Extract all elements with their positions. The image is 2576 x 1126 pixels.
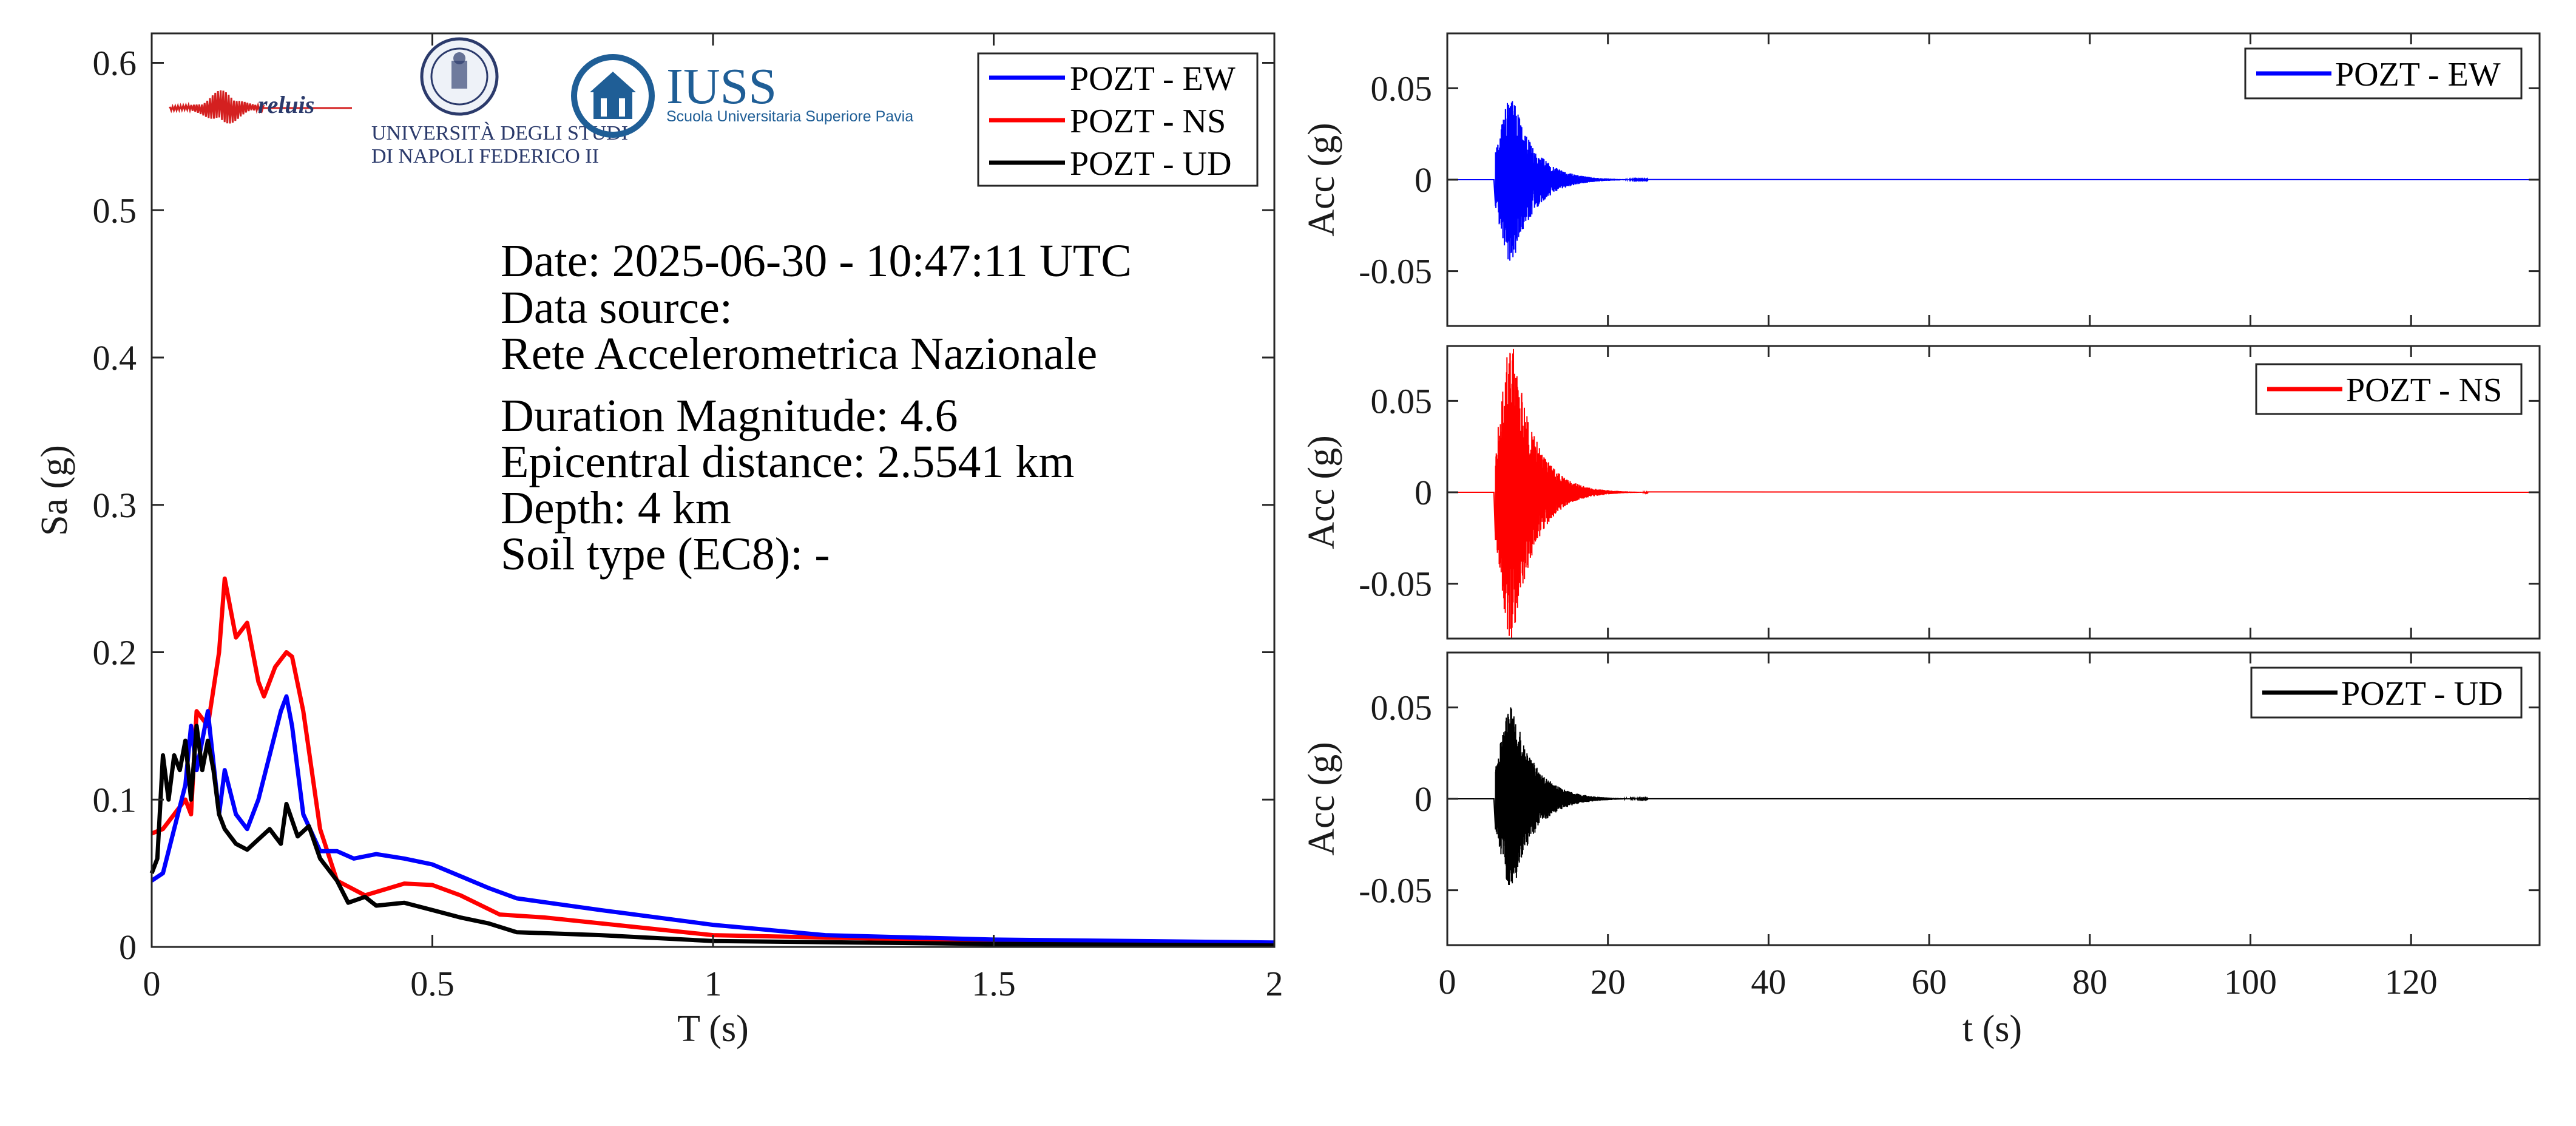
reluis-waveform-mark [169, 90, 352, 124]
legend-label-ns: POZT - NS [1070, 103, 1226, 140]
acc-y-tick-label: 0.05 [1371, 381, 1433, 421]
acc-trace-ns [1447, 348, 2540, 639]
acc-y-axis-label: Acc (g) [1301, 742, 1342, 856]
legend-label-ud: POZT - UD [1070, 145, 1232, 183]
reluis-logo: reluis [169, 90, 352, 124]
data-source-label: Data source: [501, 282, 732, 333]
legend-label-ew: POZT - EW [1070, 60, 1236, 98]
ew-legend-label: POZT - EW [2335, 56, 2501, 93]
acc-y-tick-label: 0 [1415, 160, 1432, 200]
acc-trace-ew [1447, 101, 2540, 261]
acc-x-tick-label: 60 [1912, 962, 1947, 1002]
spectrum-x-tick-label: 2 [1266, 964, 1283, 1003]
spectrum-x-axis-label: T (s) [677, 1008, 749, 1050]
spectrum-chart: 0 0.5 1 1.5 2 0 0.1 0.2 0.3 0.4 0.5 0.6 T (s) Sa (g… [34, 32, 1283, 1050]
acc-panel-ud: -0.05 0 0.05 0 20 40 60 80 100 120 Acc (g) [1301, 651, 2541, 1002]
spectrum-series-group [149, 576, 1275, 948]
unina-logo-line2: DI NAPOLI FEDERICO II [371, 145, 599, 168]
ew-panel-legend: POZT - EW [2244, 47, 2523, 100]
acc-y-tick-label: 0 [1415, 473, 1432, 512]
ud-legend-label: POZT - UD [2341, 675, 2503, 713]
acc-y-tick-label: 0.05 [1371, 688, 1433, 727]
spectrum-x-tick-label: 0 [143, 964, 161, 1003]
spectrum-y-tick-label: 0 [119, 928, 137, 967]
unina-logo: UNIVERSITÀ DEGLI STUDI DI NAPOLI FEDERIC… [371, 37, 628, 168]
time-x-axis-label: t (s) [1962, 1008, 2022, 1050]
spectrum-y-tick-label: 0.3 [93, 486, 137, 525]
acc-x-tick-label: 40 [1751, 962, 1786, 1002]
spectrum-y-tick-label: 0.2 [93, 633, 137, 673]
soil-type: Soil type (EC8): - [501, 529, 830, 580]
acc-y-tick-label: 0.05 [1371, 69, 1433, 108]
spectrum-ticks-group: 0 0.5 1 1.5 2 0 0.1 0.2 0.3 0.4 0.5 0.6 [93, 33, 1283, 1003]
spectrum-line-ud [149, 724, 1275, 948]
iuss-logo: IUSS Scuola Universitaria Superiore Pavi… [571, 54, 913, 138]
data-source-name: Rete Accelerometrica Nazionale [501, 328, 1097, 379]
acc-y-tick-label: -0.05 [1359, 252, 1432, 291]
spectrum-y-tick-label: 0.1 [93, 780, 137, 819]
event-info-block: Date: 2025-06-30 - 10:47:11 UTC Data sou… [501, 236, 1132, 580]
acc-x-tick-label: 20 [1591, 962, 1626, 1002]
acc-y-tick-label: 0 [1415, 779, 1432, 819]
acc-y-tick-label: -0.05 [1359, 565, 1432, 604]
iuss-logo-text: IUSS [666, 58, 777, 115]
ud-panel-legend: POZT - UD [2250, 666, 2523, 719]
spectrum-y-tick-label: 0.5 [93, 191, 137, 230]
acc-x-tick-label: 100 [2224, 962, 2277, 1002]
iuss-emblem-icon [571, 54, 655, 138]
epicentral-distance: Epicentral distance: 2.5541 km [501, 436, 1075, 487]
acc-x-tick-label: 120 [2385, 962, 2438, 1002]
ns-legend-label: POZT - NS [2346, 371, 2502, 409]
spectrum-x-tick-label: 1.5 [972, 964, 1016, 1003]
ns-panel-legend: POZT - NS [2255, 363, 2523, 415]
acc-y-tick-label: -0.05 [1359, 871, 1432, 911]
acc-y-axis-label: Acc (g) [1301, 123, 1342, 237]
acc-y-axis-label: Acc (g) [1301, 435, 1342, 549]
iuss-logo-subtitle: Scuola Universitaria Superiore Pavia [666, 108, 913, 125]
event-date: Date: 2025-06-30 - 10:47:11 UTC [501, 236, 1132, 287]
spectrum-legend: POZT - EW POZT - NS POZT - UD [977, 52, 1259, 187]
spectrum-x-tick-label: 1 [705, 964, 722, 1003]
acc-panel-ns: -0.05 0 0.05 Acc (g) [1301, 345, 2541, 640]
acc-panel-ew: -0.05 0 0.05 Acc (g) [1301, 32, 2541, 327]
spectrum-y-axis-label: Sa (g) [34, 445, 75, 536]
reluis-waveform-path [169, 90, 352, 124]
acc-x-tick-label: 0 [1439, 962, 1456, 1002]
spectrum-y-tick-label: 0.6 [93, 44, 137, 83]
time-history-panels: -0.05 0 0.05 Acc (g) -0.05 0 0.05 Acc (g) -0.05 0… [1301, 32, 2541, 1002]
spectrum-y-tick-label: 0.4 [93, 338, 137, 378]
spectrum-line-ns [150, 576, 1275, 946]
duration-magnitude: Duration Magnitude: 4.6 [501, 390, 958, 441]
spectrum-x-tick-label: 0.5 [410, 964, 455, 1003]
event-depth: Depth: 4 km [501, 483, 731, 534]
acc-trace-ud [1447, 707, 2540, 886]
reluis-logo-text: reluis [258, 91, 314, 118]
spectrum-line-ew [150, 694, 1275, 945]
acc-x-tick-label: 80 [2072, 962, 2108, 1002]
